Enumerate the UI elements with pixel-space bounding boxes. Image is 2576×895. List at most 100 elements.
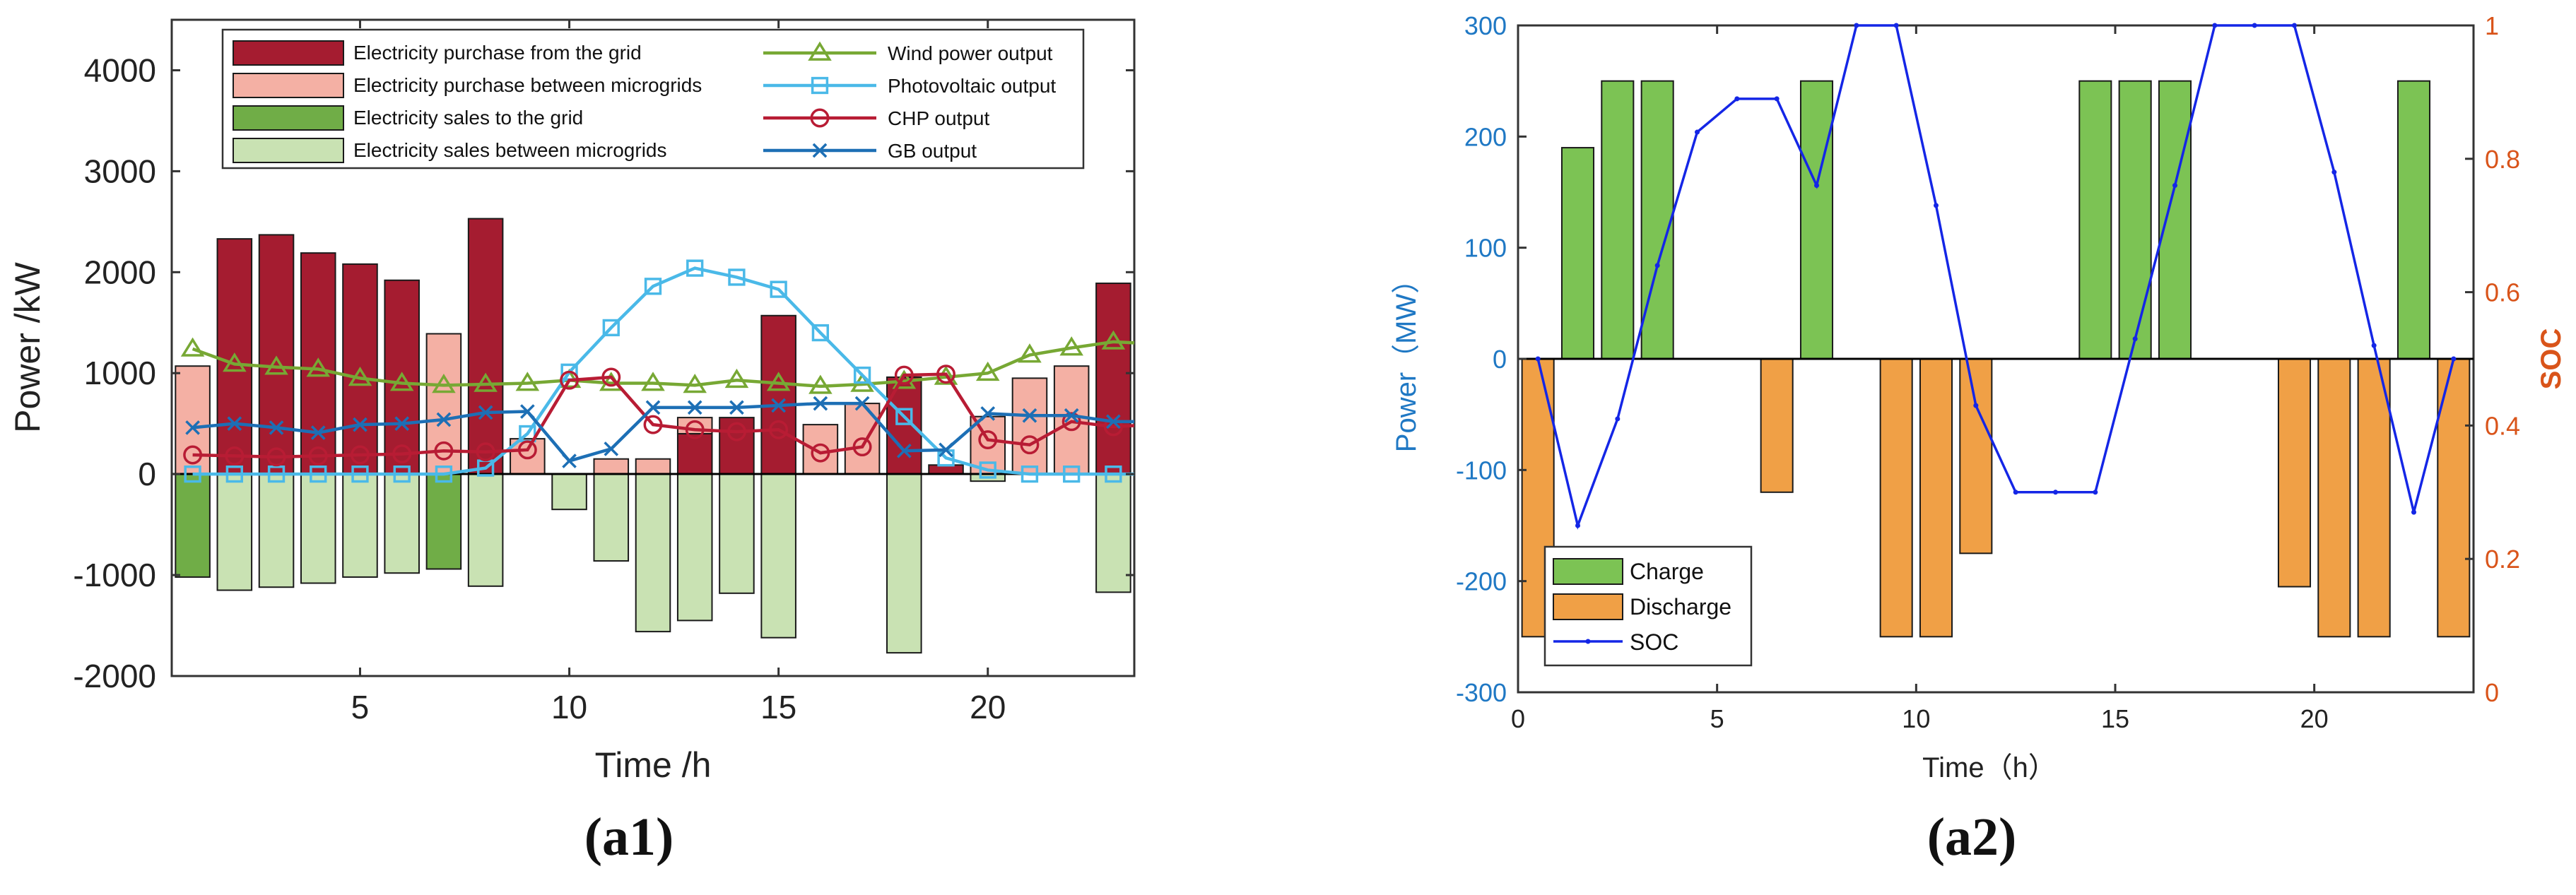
point-pv-20: [979, 461, 996, 479]
soc-point-6.5: [1774, 96, 1780, 102]
legend-label-charge: Charge: [1630, 559, 1704, 584]
bars-group-a1: [175, 218, 1131, 654]
soc-point-22.5: [2411, 509, 2416, 515]
point-pv-13: [686, 259, 704, 277]
point-wind-8: [474, 372, 498, 392]
y-tick-label-left-a2--100: -100: [1456, 456, 1507, 485]
soc-point-1.5: [1575, 523, 1580, 528]
point-wind-15: [766, 372, 791, 391]
bar-mg_purchase-1: [175, 365, 211, 475]
bar-mg_sales-8: [467, 473, 504, 587]
point-gb-2: [227, 416, 242, 432]
bar-mg_purchase-16: [802, 424, 839, 475]
x-tick-label-a2-10: 10: [1902, 704, 1930, 733]
panel-label-a2: (a2): [1927, 807, 2017, 867]
point-gb-19: [939, 442, 953, 458]
point-chp-3: [266, 447, 286, 467]
bar-discharge-9.5: [1879, 358, 1913, 638]
bar-grid_sales-7: [425, 473, 462, 570]
point-gb-6: [394, 416, 410, 432]
bar-grid_purchase-6: [384, 279, 420, 475]
y-tick-label-a1-1000: 1000: [84, 355, 156, 391]
bar-discharge-11.5: [1959, 358, 1993, 555]
chart-panel-a1: -2000 -1000 0 1000 2000 3000 4000 5 10 15 20 Elect…: [8, 18, 1136, 867]
point-wind-21: [1018, 343, 1042, 363]
bar-mg_sales-6: [384, 473, 420, 574]
point-chp-5: [351, 445, 370, 465]
point-pv-12: [644, 278, 662, 295]
soc-point-10.5: [1934, 203, 1939, 208]
legend-label-pv: Photovoltaic output: [888, 75, 1056, 97]
point-wind-4: [306, 357, 331, 377]
point-pv-23: [1105, 466, 1122, 483]
bar-grid_purchase-15: [760, 314, 796, 475]
point-wind-13: [683, 374, 707, 393]
soc-point-0.5: [1535, 356, 1541, 362]
point-wind-14: [724, 368, 749, 389]
panel-label-a1: (a1): [584, 807, 674, 867]
point-chp-13: [685, 420, 705, 439]
point-pv-18: [895, 408, 913, 425]
bar-grid_purchase-14: [719, 417, 755, 475]
point-pv-4: [310, 466, 327, 483]
y-tick-label-right-a2-0.4: 0.4: [2485, 411, 2520, 440]
point-wind-3: [264, 355, 288, 375]
point-gb-1: [185, 420, 200, 435]
point-gb-23: [1106, 414, 1121, 429]
point-chp-22: [1061, 412, 1081, 432]
point-chp-11: [601, 367, 621, 387]
soc-point-9.5: [1893, 23, 1899, 28]
x-tick-label-a1-10: 10: [551, 689, 587, 725]
bar-grid_purchase-13: [676, 432, 713, 475]
bar-mg_sales-14: [719, 473, 755, 594]
bar-mg_sales-12: [635, 473, 671, 633]
point-gb-20: [980, 406, 996, 421]
point-chp-2: [225, 446, 245, 466]
point-chp-17: [852, 437, 872, 457]
bar-mg_purchase-21: [1011, 377, 1048, 475]
y-axis-label-right-a2: SOC: [2536, 328, 2567, 390]
point-gb-10: [562, 454, 577, 468]
x-axis-label-a1: Time /h: [595, 745, 712, 785]
y-tick-label-left-a2-100: 100: [1464, 234, 1507, 263]
y-tick-label-right-a2-1: 1: [2485, 11, 2499, 40]
point-pv-11: [602, 319, 620, 337]
point-pv-6: [393, 466, 411, 483]
y-tick-label-a1--1000: -1000: [73, 557, 156, 593]
soc-point-19.5: [2292, 23, 2297, 28]
legend-swatch-mg_purchase: [233, 73, 344, 98]
bar-mg_sales-4: [300, 473, 336, 584]
bar-mg_purchase-12: [635, 458, 671, 475]
bar-mg_sales-15: [760, 473, 796, 639]
legend-box-a1: [221, 28, 1085, 170]
soc-point-21.5: [2371, 343, 2377, 348]
point-chp-18: [894, 365, 914, 385]
y-tick-label-a1-4000: 4000: [84, 52, 156, 88]
point-wind-7: [432, 374, 456, 393]
point-wind-12: [641, 372, 665, 391]
y-tick-label-right-a2-0.2: 0.2: [2485, 545, 2520, 574]
bar-charge-15.5: [2118, 80, 2152, 360]
legend-marker-chp: [810, 108, 830, 128]
legend-label-mg_sales: Electricity sales between microgrids: [353, 139, 667, 161]
soc-point-11.5: [1973, 403, 1979, 408]
point-wind-2: [223, 352, 247, 372]
point-pv-21: [1021, 466, 1039, 483]
point-gb-5: [353, 417, 367, 432]
legend-marker-soc: [1585, 639, 1591, 644]
x-tick-label-a2-0: 0: [1511, 704, 1525, 733]
point-gb-4: [310, 425, 326, 440]
y-axis-label-left-a2: Power（MW）: [1391, 266, 1422, 452]
point-pv-14: [728, 268, 746, 286]
legend-a2: Charge Discharge SOC: [1543, 545, 1753, 667]
x-axis-label-a2: Time（h）: [1922, 752, 2057, 783]
bar-discharge-6.5: [1760, 358, 1794, 493]
soc-point-23.5: [2451, 356, 2457, 362]
point-chp-14: [727, 422, 746, 441]
y-tick-label-left-a2-300: 300: [1464, 11, 1507, 40]
soc-point-14.5: [2093, 490, 2098, 495]
axes-a1: -2000 -1000 0 1000 2000 3000 4000 5 10 15 20: [73, 20, 1134, 725]
soc-point-13.5: [2053, 490, 2058, 495]
point-pv-1: [184, 466, 201, 483]
point-wind-22: [1059, 336, 1083, 356]
